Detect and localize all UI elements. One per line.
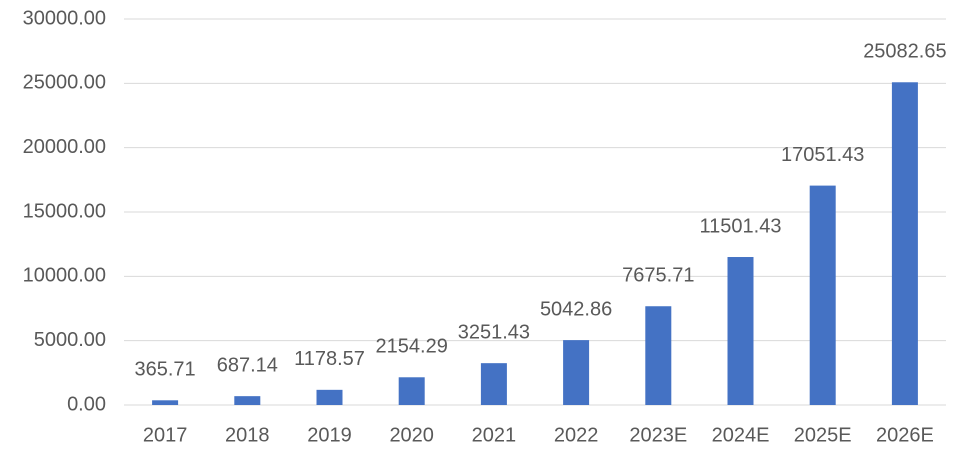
data-label: 11501.43 (700, 215, 782, 237)
y-tick-label: 25000.00 (23, 72, 106, 94)
x-tick-label: 2024E (712, 424, 770, 446)
bar (563, 340, 590, 405)
bar (234, 396, 261, 405)
data-label: 3251.43 (458, 321, 530, 343)
data-label: 1178.57 (294, 348, 365, 370)
data-label: 2154.29 (376, 336, 448, 358)
x-tick-label: 2019 (307, 424, 352, 446)
bar (316, 389, 343, 405)
bar (727, 257, 754, 405)
data-label: 687.14 (217, 354, 278, 376)
y-tick-label: 5000.00 (34, 329, 106, 351)
x-tick-label: 2017 (143, 424, 188, 446)
bar (891, 82, 918, 406)
x-tick-label: 2023E (629, 424, 687, 446)
y-tick-label: 30000.00 (23, 7, 106, 29)
x-tick-label: 2020 (389, 424, 434, 446)
y-tick-label: 10000.00 (23, 265, 106, 287)
bar (480, 363, 507, 405)
x-tick-label: 2026E (876, 424, 934, 446)
x-tick-label: 2018 (225, 424, 270, 446)
x-tick-label: 2025E (794, 424, 852, 446)
bar (809, 185, 836, 405)
data-label: 7675.71 (622, 265, 694, 287)
data-label: 5042.86 (540, 298, 612, 320)
bar (645, 306, 672, 405)
y-tick-label: 15000.00 (23, 200, 106, 222)
bar (398, 377, 425, 405)
x-tick-label: 2021 (472, 424, 517, 446)
data-label: 365.71 (135, 359, 196, 381)
y-tick-label: 0.00 (67, 393, 106, 415)
y-tick-label: 20000.00 (23, 136, 106, 158)
data-label: 17051.43 (781, 144, 864, 166)
data-label: 25082.65 (863, 41, 946, 63)
x-tick-label: 2022 (554, 424, 599, 446)
bar (152, 400, 179, 405)
